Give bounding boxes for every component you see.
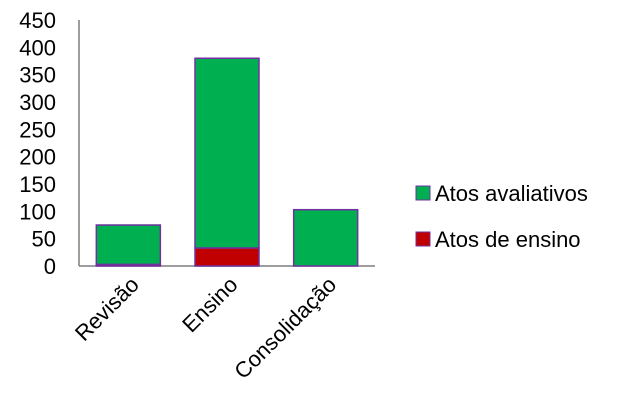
y-tick-label: 250 xyxy=(19,117,56,142)
y-tick-label: 300 xyxy=(19,90,56,115)
legend-swatch-atos-avaliativos xyxy=(415,185,431,201)
x-category-label-revisao: Revisão xyxy=(70,272,144,346)
y-tick-label: 450 xyxy=(19,8,56,33)
bars xyxy=(95,57,359,267)
x-category-label-ensino: Ensino xyxy=(177,272,242,337)
x-category-label-consolidacao: Consolidação xyxy=(229,272,341,384)
legend-label-atos-avaliativos: Atos avaliativos xyxy=(435,181,588,206)
legend-label-atos-de-ensino: Atos de ensino xyxy=(435,227,581,252)
legend-swatch-atos-de-ensino xyxy=(415,231,431,247)
bar-consolidacao-atos-avaliativos xyxy=(292,208,359,267)
y-tick-label: 150 xyxy=(19,172,56,197)
y-tick-label: 100 xyxy=(19,199,56,224)
bar-revisao-atos-avaliativos xyxy=(95,224,162,266)
y-tick-label: 350 xyxy=(19,63,56,88)
y-tick-label: 50 xyxy=(32,227,56,252)
bar-ensino-atos-de-ensino xyxy=(194,247,260,267)
y-tick-label: 0 xyxy=(44,254,56,279)
bar-ensino-atos-avaliativos xyxy=(194,57,260,249)
y-tick-label: 400 xyxy=(19,35,56,60)
y-tick-label: 200 xyxy=(19,145,56,170)
legend: Atos avaliativos Atos de ensino xyxy=(415,181,588,252)
